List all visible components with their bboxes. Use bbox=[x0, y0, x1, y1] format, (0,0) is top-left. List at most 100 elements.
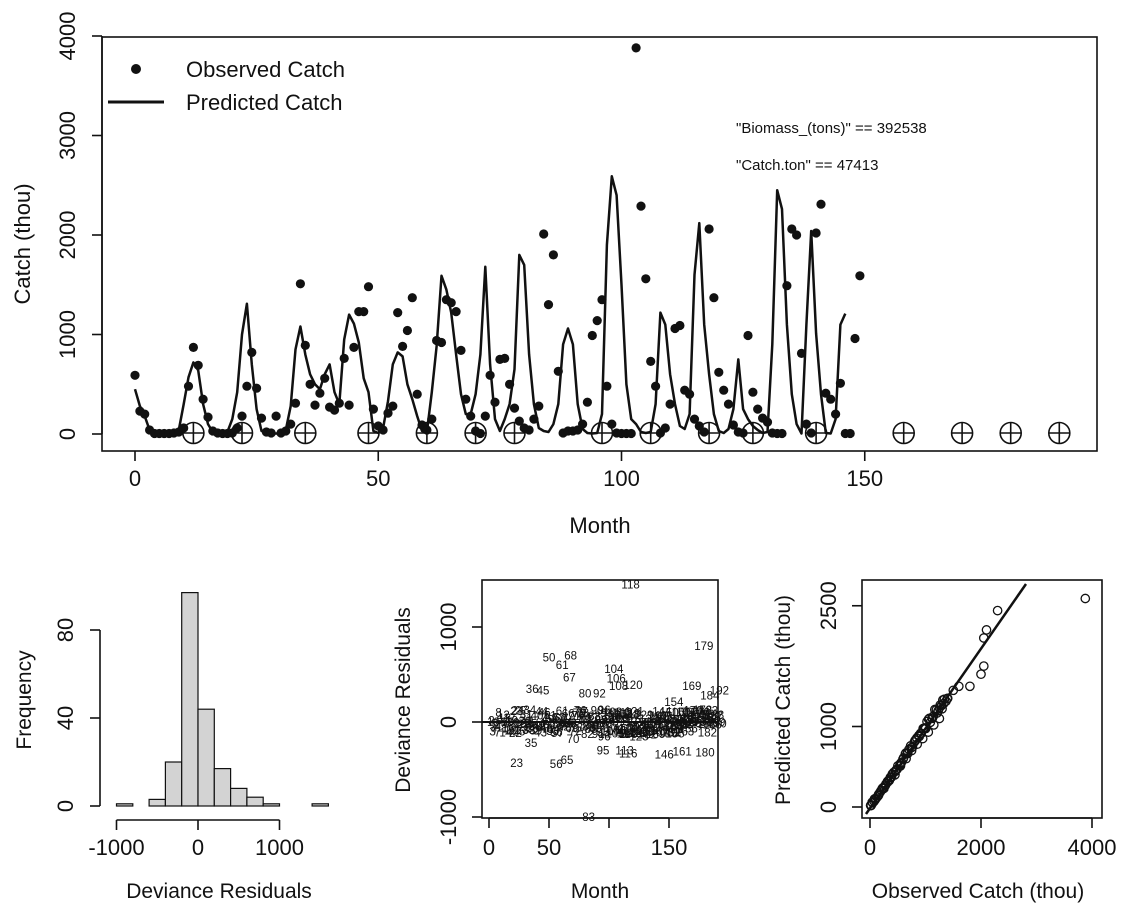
residual-point-label: 35 bbox=[525, 738, 538, 750]
residual-dense-label: 16 bbox=[502, 724, 515, 736]
observed-catch-point bbox=[300, 340, 310, 350]
pred-obs-x-tick-label: 0 bbox=[864, 835, 876, 860]
observed-catch-point bbox=[704, 224, 714, 234]
residual-dense-label: 144 bbox=[652, 706, 672, 718]
residual-dense-label: 136 bbox=[643, 727, 662, 739]
observed-catch-point bbox=[398, 341, 408, 351]
residual-dense-label: 148 bbox=[657, 721, 676, 733]
observed-catch-point bbox=[383, 408, 393, 418]
residual-dense-label: 75 bbox=[573, 708, 586, 720]
histogram-bar bbox=[213, 767, 232, 807]
observed-catch-point bbox=[339, 353, 349, 363]
zero-catch-marker bbox=[293, 421, 317, 445]
residuals-dense-points: 1234567891011121314151617181920212223242… bbox=[487, 705, 727, 741]
residual-dense-label: 176 bbox=[691, 707, 710, 719]
main-x-tick-label: 100 bbox=[603, 466, 640, 491]
residual-dense-label: 68 bbox=[564, 719, 577, 731]
residual-dense-label: 6 bbox=[493, 717, 499, 729]
observed-catch-point bbox=[446, 298, 456, 308]
observed-catch-point bbox=[582, 397, 593, 407]
residual-dense-label: 72 bbox=[569, 726, 582, 738]
histogram-x-axis-label: Deviance Residuals bbox=[126, 880, 312, 903]
residual-dense-label: 20 bbox=[507, 717, 520, 729]
main-y-tick-label: 3000 bbox=[55, 111, 80, 160]
residual-dense-label: 183 bbox=[699, 705, 718, 717]
residual-dense-label: 30 bbox=[519, 716, 532, 728]
residual-dense-label: 51 bbox=[544, 711, 557, 723]
residual-dense-label: 95 bbox=[597, 727, 610, 739]
observed-catch-point bbox=[597, 295, 607, 305]
residual-dense-label: 97 bbox=[599, 718, 612, 730]
residual-dense-label: 127 bbox=[632, 724, 651, 736]
observed-catch-point bbox=[587, 330, 597, 341]
residual-dense-label: 109 bbox=[610, 713, 629, 725]
residual-dense-label: 47 bbox=[539, 718, 552, 730]
residual-dense-label: 131 bbox=[637, 725, 656, 737]
observed-catch-point bbox=[719, 385, 729, 395]
residual-dense-label: 50 bbox=[543, 719, 556, 731]
observed-catch-point bbox=[393, 308, 403, 318]
residual-dense-label: 32 bbox=[521, 722, 534, 734]
residual-dense-label: 138 bbox=[645, 719, 664, 731]
observed-catch-point bbox=[792, 230, 802, 240]
residual-dense-label: 122 bbox=[626, 728, 645, 740]
residual-dense-label: 67 bbox=[563, 718, 576, 730]
residual-dense-label: 34 bbox=[523, 705, 536, 717]
residual-dense-label: 1 bbox=[487, 717, 493, 729]
observed-catch-point bbox=[334, 398, 344, 408]
residual-dense-label: 11 bbox=[496, 722, 508, 734]
residual-point-label: 184 bbox=[700, 690, 720, 702]
main-x-axis: 0 50 100 150 bbox=[129, 451, 883, 491]
residual-dense-label: 44 bbox=[535, 707, 548, 719]
residual-dense-label: 89 bbox=[589, 723, 602, 735]
residual-dense-label: 15 bbox=[501, 717, 514, 729]
pred-obs-x-axis-label: Observed Catch (thou) bbox=[872, 880, 1084, 903]
residual-point-label: 31 bbox=[520, 709, 533, 721]
residual-point-label: 45 bbox=[537, 686, 550, 698]
residual-dense-label: 174 bbox=[688, 712, 708, 724]
residual-dense-label: 4 bbox=[491, 723, 498, 735]
observed-catch-point bbox=[266, 428, 276, 438]
residual-dense-label: 74 bbox=[571, 710, 584, 722]
residual-dense-label: 146 bbox=[655, 714, 674, 726]
residual-point-label: 104 bbox=[604, 664, 624, 676]
residual-dense-label: 39 bbox=[529, 726, 542, 738]
observed-catch-point bbox=[242, 381, 252, 391]
observed-catch-point bbox=[646, 356, 656, 366]
pred-obs-panel: 0 1000 2500 0 2000 4000 Observed Catch (thou… bbox=[772, 579, 1116, 903]
zero-catch-marker bbox=[415, 421, 439, 445]
residual-dense-label: 9 bbox=[497, 715, 503, 727]
residual-dense-label: 56 bbox=[550, 727, 563, 739]
zero-catch-marker bbox=[639, 421, 663, 445]
histogram-bar bbox=[311, 803, 330, 807]
observed-catch-point bbox=[529, 414, 539, 424]
observed-catch-point bbox=[811, 228, 821, 238]
observed-catch-point bbox=[427, 414, 437, 424]
residual-dense-label: 7 bbox=[494, 727, 500, 739]
residual-dense-label: 58 bbox=[552, 719, 565, 731]
residual-point-label: 125 bbox=[629, 731, 648, 743]
residual-dense-label: 120 bbox=[623, 726, 642, 738]
zero-catch-marker bbox=[590, 421, 614, 445]
residual-dense-label: 85 bbox=[585, 724, 598, 736]
main-x-tick-label: 0 bbox=[129, 466, 141, 491]
residual-dense-label: 150 bbox=[659, 708, 678, 720]
observed-catch-point bbox=[500, 353, 510, 363]
main-y-axis: 0 1000 2000 3000 4000 bbox=[55, 12, 103, 440]
residual-dense-label: 86 bbox=[586, 720, 599, 732]
residual-dense-label: 182 bbox=[698, 728, 717, 740]
residual-point-label: 36 bbox=[526, 684, 539, 696]
residuals-y-tick-label: 1000 bbox=[436, 603, 461, 652]
zero-catch-marker bbox=[1048, 421, 1071, 445]
observed-catch-point bbox=[198, 394, 208, 404]
pred-obs-y-tick-label: 1000 bbox=[816, 702, 841, 751]
residual-point-label: 118 bbox=[621, 579, 639, 591]
residuals-x-axis-label: Month bbox=[571, 880, 629, 903]
residual-dense-label: 119 bbox=[623, 709, 641, 721]
observed-catch-point bbox=[412, 389, 422, 399]
observed-catch-point bbox=[835, 378, 846, 388]
residual-dense-label: 96 bbox=[598, 705, 611, 717]
residual-point-label: 169 bbox=[682, 681, 701, 693]
residual-dense-label: 79 bbox=[577, 711, 590, 723]
